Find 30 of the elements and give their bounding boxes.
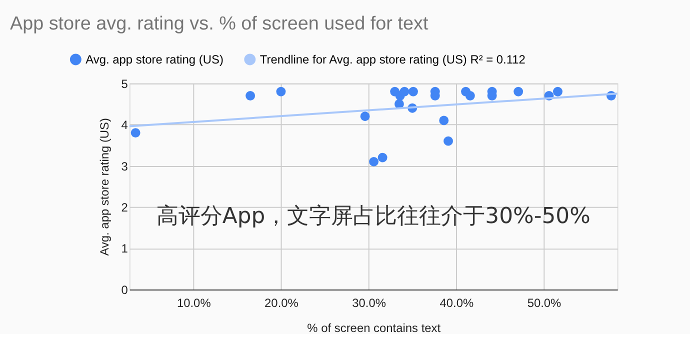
point [378,152,388,162]
y-axis-title: Avg. app store rating (US) [97,118,112,256]
point [369,156,379,166]
point [553,86,562,96]
point [130,128,140,138]
point [400,86,410,96]
point [276,86,286,96]
x-axis-title: % of screen contains text [307,320,442,335]
x-tick-label: 20.0% [264,296,299,310]
point [514,86,524,96]
y-tick-label: 4 [121,118,128,132]
legend-label: Avg. app store rating (US) [86,52,224,66]
chart-title: App store avg. rating vs. % of screen used for text [10,14,429,35]
x-tick-label: 50.0% [527,296,562,310]
point [444,136,453,146]
point [465,91,475,100]
legend-label: Trendline for Avg. app store rating (US) R² = 0.112 [260,52,526,66]
point [408,86,418,96]
y-tick-label: 2 [121,200,128,215]
annotation: 高评分App，文字屏占比往往介于30%-50% [156,204,590,229]
x-tick-label: 30.0% [352,296,386,310]
x-tick-label: 40.0% [440,296,474,310]
point [246,91,256,100]
y-tick-label: 3 [121,159,128,174]
y-tick-label: 0 [121,282,128,297]
x-tick-label: 10.0% [176,296,212,310]
point [439,116,449,126]
y-tick-label: 5 [121,76,128,91]
y-tick-label: 1 [121,242,128,256]
point [360,112,370,122]
